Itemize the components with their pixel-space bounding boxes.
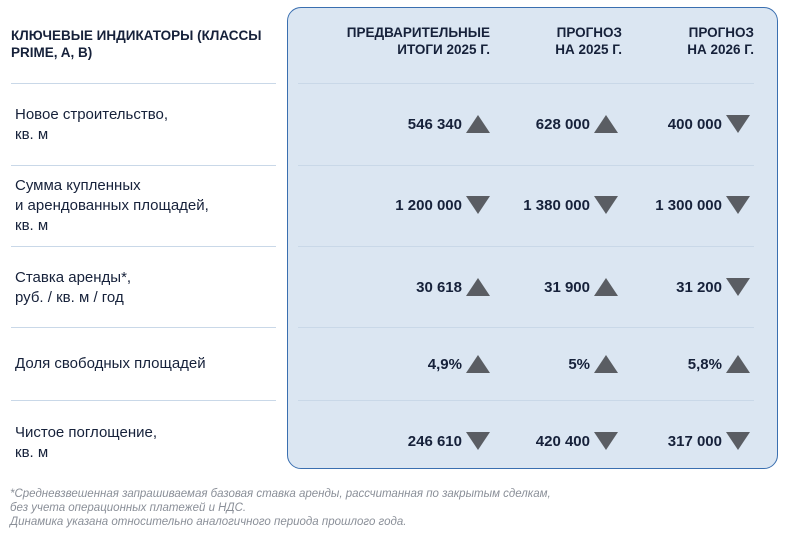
table-cell: 30 618 — [416, 274, 490, 300]
table-cell: 1 300 000 — [655, 192, 750, 218]
column-header-forecast-2025: ПРОГНОЗ НА 2025 Г. — [555, 25, 622, 57]
row-separator — [11, 327, 276, 328]
arrow-up-icon — [726, 355, 750, 373]
cell-value: 317 000 — [667, 432, 722, 450]
table-cell: 1 200 000 — [395, 192, 490, 218]
table-cell: 4,9% — [428, 351, 490, 377]
cell-value: 400 000 — [667, 115, 722, 133]
cell-value: 31 900 — [544, 278, 590, 296]
row-label-net-absorption: Чистое поглощение, кв. м — [15, 424, 157, 461]
table-cell: 31 200 — [676, 274, 750, 300]
table-cell: 628 000 — [536, 111, 618, 137]
cell-value: 1 300 000 — [655, 196, 722, 214]
row-separator — [298, 246, 754, 247]
row-separator — [298, 400, 754, 401]
cell-value: 1 380 000 — [523, 196, 590, 214]
column-header-prelim-2025: ПРЕДВАРИТЕЛЬНЫЕ ИТОГИ 2025 Г. — [346, 25, 490, 57]
row-label-vacancy-rate: Доля свободных площадей — [15, 355, 206, 372]
cell-value: 5,8% — [687, 355, 722, 373]
row-label-new-construction: Новое строительство, кв. м — [15, 106, 169, 143]
table-cell: 31 900 — [544, 274, 618, 300]
arrow-down-icon — [466, 196, 490, 214]
cell-value: 420 400 — [535, 432, 590, 450]
row-separator — [11, 83, 276, 84]
row-label-rental-rate: Ставка аренды*, руб. / кв. м / год — [15, 269, 132, 306]
row-separator — [298, 165, 754, 166]
row-separator — [11, 246, 276, 247]
arrow-down-icon — [726, 278, 750, 296]
cell-value: 31 200 — [676, 278, 722, 296]
arrow-down-icon — [726, 432, 750, 450]
cell-value: 5% — [568, 355, 590, 373]
cell-value: 628 000 — [535, 115, 590, 133]
arrow-up-icon — [594, 355, 618, 373]
arrow-down-icon — [726, 196, 750, 214]
row-separator — [11, 165, 276, 166]
cell-value: 4,9% — [427, 355, 462, 373]
row-separator — [298, 83, 754, 84]
table-header-label: КЛЮЧЕВЫЕ ИНДИКАТОРЫ (КЛАССЫ PRIME, A, B) — [11, 28, 262, 60]
table-cell: 400 000 — [668, 111, 750, 137]
footnote: *Средневзвешенная запрашиваемая базовая … — [10, 488, 551, 528]
row-separator — [298, 327, 754, 328]
arrow-up-icon — [594, 278, 618, 296]
cell-value: 246 610 — [407, 432, 462, 450]
arrow-up-icon — [466, 355, 490, 373]
table-cell: 246 610 — [408, 428, 490, 454]
column-header-forecast-2026: ПРОГНОЗ НА 2026 Г. — [687, 25, 754, 57]
highlight-panel — [287, 7, 778, 469]
table-cell: 546 340 — [408, 111, 490, 137]
table-cell: 5,8% — [688, 351, 750, 377]
table-cell: 317 000 — [668, 428, 750, 454]
arrow-down-icon — [594, 432, 618, 450]
cell-value: 30 618 — [416, 278, 462, 296]
cell-value: 1 200 000 — [395, 196, 462, 214]
arrow-down-icon — [594, 196, 618, 214]
table-cell: 5% — [568, 351, 618, 377]
arrow-down-icon — [726, 115, 750, 133]
arrow-up-icon — [466, 278, 490, 296]
table-cell: 1 380 000 — [523, 192, 618, 218]
arrow-up-icon — [594, 115, 618, 133]
cell-value: 546 340 — [407, 115, 462, 133]
row-label-take-up: Сумма купленных и арендованных площадей,… — [15, 177, 209, 234]
arrow-down-icon — [466, 432, 490, 450]
table-cell: 420 400 — [536, 428, 618, 454]
row-separator — [11, 400, 276, 401]
arrow-up-icon — [466, 115, 490, 133]
